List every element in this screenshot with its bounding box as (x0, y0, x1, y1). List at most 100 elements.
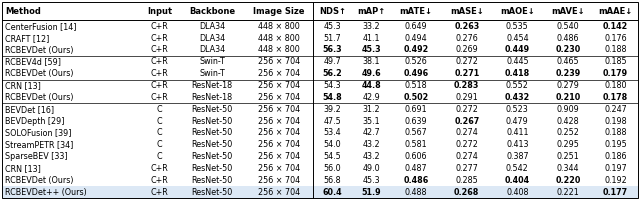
Text: 45.3: 45.3 (362, 176, 380, 185)
Text: NDS↑: NDS↑ (319, 7, 346, 16)
Text: 56.2: 56.2 (323, 69, 342, 78)
Text: 0.178: 0.178 (603, 93, 628, 102)
Text: 56.8: 56.8 (323, 176, 341, 185)
Text: ResNet-50: ResNet-50 (191, 105, 232, 114)
Text: 0.277: 0.277 (455, 164, 478, 173)
Text: C+R: C+R (150, 22, 168, 31)
Text: 256 × 704: 256 × 704 (258, 152, 300, 161)
Text: 42.9: 42.9 (362, 93, 380, 102)
Text: 0.230: 0.230 (556, 46, 580, 54)
Text: 256 × 704: 256 × 704 (258, 117, 300, 126)
Text: Swin-T: Swin-T (199, 57, 225, 66)
Text: 33.2: 33.2 (362, 22, 380, 31)
Text: 0.639: 0.639 (405, 117, 428, 126)
Text: CenterFusion [14]: CenterFusion [14] (5, 22, 77, 31)
Text: 0.276: 0.276 (456, 34, 478, 43)
Text: 0.411: 0.411 (506, 128, 529, 137)
Text: 256 × 704: 256 × 704 (258, 81, 300, 90)
Text: 448 × 800: 448 × 800 (259, 22, 300, 31)
Text: 0.272: 0.272 (455, 140, 478, 149)
Text: 0.494: 0.494 (405, 34, 428, 43)
Text: 0.272: 0.272 (455, 57, 478, 66)
Text: 0.449: 0.449 (505, 46, 530, 54)
Text: 0.221: 0.221 (557, 188, 579, 197)
Text: 0.285: 0.285 (456, 176, 478, 185)
Text: StreamPETR [34]: StreamPETR [34] (5, 140, 74, 149)
Text: 43.2: 43.2 (362, 152, 380, 161)
Text: 41.1: 41.1 (363, 34, 380, 43)
Text: 0.179: 0.179 (603, 69, 628, 78)
Text: ResNet-50: ResNet-50 (191, 164, 232, 173)
Text: 45.3: 45.3 (323, 22, 341, 31)
Text: 0.526: 0.526 (404, 57, 428, 66)
Text: RCBEVDet (Ours): RCBEVDet (Ours) (5, 46, 74, 54)
Text: 0.195: 0.195 (604, 140, 627, 149)
Text: 0.251: 0.251 (557, 152, 579, 161)
Text: 0.581: 0.581 (405, 140, 428, 149)
Text: CRN [13]: CRN [13] (5, 164, 41, 173)
Text: ResNet-50: ResNet-50 (191, 128, 232, 137)
Text: ResNet-50: ResNet-50 (191, 152, 232, 161)
Text: 0.606: 0.606 (405, 152, 428, 161)
Text: 0.552: 0.552 (506, 81, 529, 90)
Text: DLA34: DLA34 (199, 46, 225, 54)
Text: 0.192: 0.192 (604, 176, 627, 185)
Text: 256 × 704: 256 × 704 (258, 128, 300, 137)
Text: C+R: C+R (150, 46, 168, 54)
Text: 256 × 704: 256 × 704 (258, 93, 300, 102)
Text: 54.3: 54.3 (323, 81, 341, 90)
Text: 0.210: 0.210 (556, 93, 580, 102)
Text: 0.274: 0.274 (456, 152, 478, 161)
Text: 0.268: 0.268 (454, 188, 479, 197)
Text: 0.180: 0.180 (604, 81, 627, 90)
Text: C: C (157, 152, 163, 161)
Text: 60.4: 60.4 (323, 188, 342, 197)
Text: Backbone: Backbone (189, 7, 235, 16)
Text: ResNet-50: ResNet-50 (191, 117, 232, 126)
Text: ResNet-50: ResNet-50 (191, 140, 232, 149)
Text: 49.0: 49.0 (362, 164, 380, 173)
Text: 0.239: 0.239 (556, 69, 580, 78)
Text: 35.1: 35.1 (362, 117, 380, 126)
Text: 448 × 800: 448 × 800 (259, 34, 300, 43)
Text: 0.428: 0.428 (557, 117, 579, 126)
Text: C+R: C+R (150, 188, 168, 197)
Text: 0.252: 0.252 (557, 128, 579, 137)
Text: 0.142: 0.142 (603, 22, 628, 31)
Text: 0.274: 0.274 (456, 128, 478, 137)
Text: 0.479: 0.479 (506, 117, 529, 126)
Text: 0.269: 0.269 (456, 46, 478, 54)
Text: 51.9: 51.9 (362, 188, 381, 197)
Text: 0.413: 0.413 (506, 140, 529, 149)
Text: BEVDet [16]: BEVDet [16] (5, 105, 54, 114)
Text: 43.2: 43.2 (362, 140, 380, 149)
Text: SparseBEV [33]: SparseBEV [33] (5, 152, 68, 161)
Text: mAP↑: mAP↑ (357, 7, 385, 16)
Text: DLA34: DLA34 (199, 34, 225, 43)
Text: 54.5: 54.5 (323, 152, 341, 161)
Text: 448 × 800: 448 × 800 (259, 46, 300, 54)
Text: 0.454: 0.454 (506, 34, 529, 43)
Text: 0.198: 0.198 (604, 117, 627, 126)
Text: 0.542: 0.542 (506, 164, 529, 173)
Text: C+R: C+R (150, 69, 168, 78)
Text: C+R: C+R (150, 164, 168, 173)
Text: 256 × 704: 256 × 704 (258, 176, 300, 185)
Text: 0.279: 0.279 (557, 81, 579, 90)
Text: 56.3: 56.3 (323, 46, 342, 54)
Text: 0.408: 0.408 (506, 188, 529, 197)
Text: 0.247: 0.247 (604, 105, 627, 114)
Text: 256 × 704: 256 × 704 (258, 164, 300, 173)
Text: mAAE↓: mAAE↓ (598, 7, 633, 16)
Text: Swin-T: Swin-T (199, 69, 225, 78)
Text: 0.188: 0.188 (604, 128, 627, 137)
Text: 0.271: 0.271 (454, 69, 479, 78)
Text: 0.176: 0.176 (604, 34, 627, 43)
Text: 42.7: 42.7 (362, 128, 380, 137)
Text: 0.691: 0.691 (405, 105, 428, 114)
Text: Input: Input (147, 7, 172, 16)
Text: 0.283: 0.283 (454, 81, 479, 90)
Text: 256 × 704: 256 × 704 (258, 105, 300, 114)
Text: 0.186: 0.186 (604, 152, 627, 161)
Text: CRAFT [12]: CRAFT [12] (5, 34, 49, 43)
